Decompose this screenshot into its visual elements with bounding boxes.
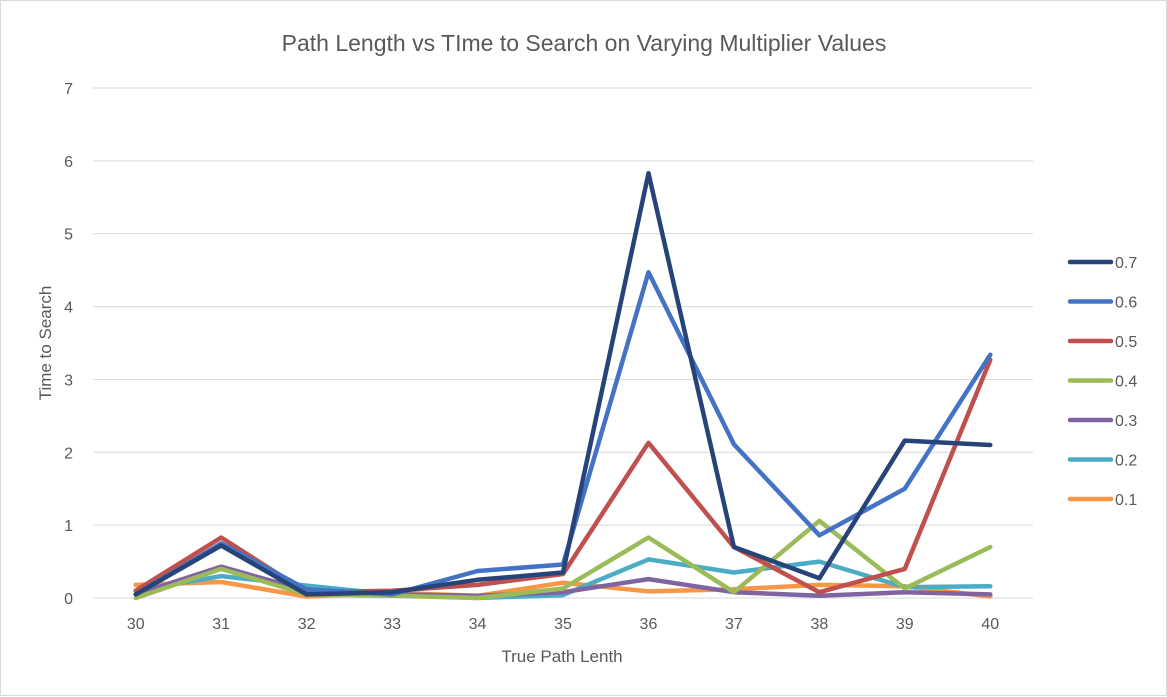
y-tick-label: 3 (64, 372, 73, 389)
legend-item-0.5: 0.5 (1067, 334, 1137, 351)
y-tick-label: 7 (64, 81, 73, 98)
y-tick-label: 5 (64, 227, 73, 244)
y-tick-label: 2 (64, 445, 73, 462)
legend-item-0.2: 0.2 (1067, 453, 1137, 470)
x-tick-label: 31 (212, 616, 230, 633)
legend: 0.7 0.6 0.5 0.4 0.3 0.2 0.1 (1067, 255, 1137, 509)
legend-item-0.6: 0.6 (1067, 295, 1137, 312)
x-tick-label: 39 (896, 616, 914, 633)
legend-label: 0.1 (1115, 492, 1137, 509)
x-tick-label: 35 (554, 616, 572, 633)
legend-item-0.7: 0.7 (1067, 255, 1137, 272)
legend-label: 0.7 (1115, 255, 1137, 272)
x-tick-label: 30 (127, 616, 145, 633)
legend-label: 0.5 (1115, 334, 1137, 351)
legend-item-0.3: 0.3 (1067, 413, 1137, 430)
y-tick-label: 0 (64, 591, 73, 608)
y-axis-label: Time to Search (36, 286, 55, 401)
series-line-0.4 (133, 518, 993, 601)
legend-label: 0.6 (1115, 295, 1137, 312)
x-tick-label: 38 (810, 616, 828, 633)
series-line-0.3 (133, 564, 993, 599)
y-axis-ticks: 0 1 2 3 4 5 6 7 (64, 81, 73, 608)
gridlines (93, 87, 1033, 599)
legend-item-0.1: 0.1 (1067, 492, 1137, 509)
series-lines (133, 170, 993, 601)
x-tick-label: 37 (725, 616, 743, 633)
y-tick-label: 1 (64, 518, 73, 535)
series-line-0.7 (133, 170, 993, 597)
x-tick-label: 36 (640, 616, 658, 633)
legend-label: 0.3 (1115, 413, 1137, 430)
series-line-0.6 (133, 270, 993, 597)
chart-title: Path Length vs TIme to Search on Varying… (282, 30, 887, 56)
legend-item-0.4: 0.4 (1067, 374, 1137, 391)
x-axis-ticks: 30 31 32 33 34 35 36 37 38 39 40 (127, 616, 999, 633)
legend-label: 0.4 (1115, 374, 1137, 391)
y-tick-label: 4 (64, 300, 73, 317)
x-tick-label: 40 (981, 616, 999, 633)
y-tick-label: 6 (64, 154, 73, 171)
x-tick-label: 32 (298, 616, 316, 633)
x-tick-label: 33 (383, 616, 401, 633)
x-axis-label: True Path Lenth (501, 647, 622, 666)
x-tick-label: 34 (469, 616, 487, 633)
legend-label: 0.2 (1115, 453, 1137, 470)
